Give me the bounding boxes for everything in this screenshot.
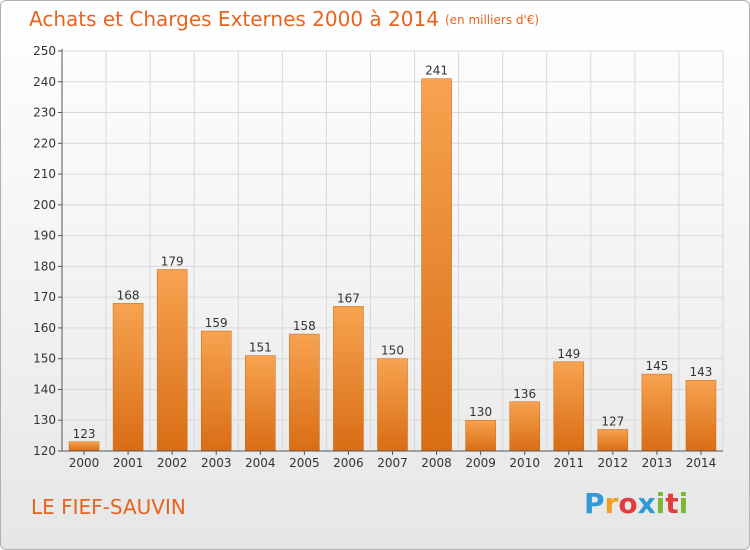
data-label-2010: 136 <box>513 387 536 401</box>
y-tick-label: 220 <box>33 136 56 150</box>
x-tick-label: 2012 <box>598 456 629 470</box>
bar-2007 <box>377 358 408 452</box>
bar-2003 <box>200 330 232 452</box>
commune-name: LE FIEF-SAUVIN <box>31 495 186 519</box>
chart-title-text: Achats et Charges Externes 2000 à 2014 <box>29 7 439 31</box>
y-tick-label: 250 <box>33 44 56 58</box>
bar-2005 <box>289 333 320 452</box>
bars: 123 168 179 159 151 158 167 150 241 130 136 149 127 1… <box>68 64 717 452</box>
bar-2013 <box>641 373 673 452</box>
data-label-2000: 123 <box>73 427 96 441</box>
logo-letter: x <box>637 487 656 520</box>
x-tick-label: 2003 <box>201 456 232 470</box>
x-tick-label: 2000 <box>69 456 100 470</box>
x-tick-label: 2005 <box>289 456 320 470</box>
data-label-2005: 158 <box>293 319 316 333</box>
y-tick-label: 190 <box>33 229 56 243</box>
x-tick-label: 2002 <box>157 456 188 470</box>
x-tick-label: 2007 <box>377 456 408 470</box>
data-label-2008: 241 <box>425 64 448 78</box>
x-tick-label: 2006 <box>333 456 364 470</box>
x-tick-label: 2009 <box>465 456 496 470</box>
logo-letter: t <box>665 487 679 520</box>
bar-2004 <box>245 355 276 452</box>
bar-2008 <box>421 78 452 452</box>
x-tick-label: 2001 <box>113 456 144 470</box>
data-label-2007: 150 <box>381 344 404 358</box>
data-label-2012: 127 <box>601 414 624 428</box>
y-tick-label: 120 <box>33 444 56 458</box>
bar-2002 <box>156 269 188 452</box>
bar-2012 <box>597 429 629 452</box>
x-tick-label: 2014 <box>686 456 717 470</box>
y-tick-label: 200 <box>33 198 56 212</box>
bar-2014 <box>685 379 717 452</box>
x-tick-label: 2004 <box>245 456 276 470</box>
y-tick-label: 240 <box>33 75 56 89</box>
y-tick-label: 180 <box>33 259 56 273</box>
bar-2011 <box>553 361 585 452</box>
logo-letter: r <box>604 487 619 520</box>
bar-2009 <box>465 419 496 452</box>
axes: 120 130 140 150 160 170 180 190 200 210 220 230 240 2… <box>33 44 723 470</box>
data-label-2001: 168 <box>117 288 140 302</box>
bar-2010 <box>509 401 540 452</box>
bar-2001 <box>112 303 144 452</box>
y-tick-label: 140 <box>33 382 56 396</box>
y-tick-label: 170 <box>33 290 56 304</box>
data-label-2009: 130 <box>469 405 492 419</box>
y-tick-label: 130 <box>33 413 56 427</box>
proxiti-logo: Proxiti <box>584 487 688 520</box>
y-tick-label: 160 <box>33 321 56 335</box>
y-tick-label: 210 <box>33 167 56 181</box>
data-label-2003: 159 <box>205 316 228 330</box>
data-label-2004: 151 <box>249 341 272 355</box>
logo-letter: P <box>584 487 605 520</box>
data-label-2006: 167 <box>337 291 360 305</box>
bar-2000 <box>68 441 100 452</box>
x-tick-label: 2010 <box>509 456 540 470</box>
logo-letter: i <box>678 487 689 520</box>
data-label-2014: 143 <box>690 365 713 379</box>
logo-letter: o <box>618 487 638 520</box>
logo-letter: i <box>655 487 666 520</box>
y-tick-label: 150 <box>33 352 56 366</box>
x-tick-label: 2013 <box>642 456 673 470</box>
data-label-2013: 145 <box>645 359 668 373</box>
chart-unit: (en milliers d'€) <box>444 13 540 27</box>
data-label-2002: 179 <box>161 254 184 268</box>
bar-2006 <box>333 306 364 452</box>
x-tick-label: 2008 <box>421 456 452 470</box>
data-label-2011: 149 <box>557 347 580 361</box>
chart-title: Achats et Charges Externes 2000 à 2014 (e… <box>29 7 539 31</box>
y-tick-label: 230 <box>33 106 56 120</box>
x-tick-label: 2011 <box>553 456 584 470</box>
